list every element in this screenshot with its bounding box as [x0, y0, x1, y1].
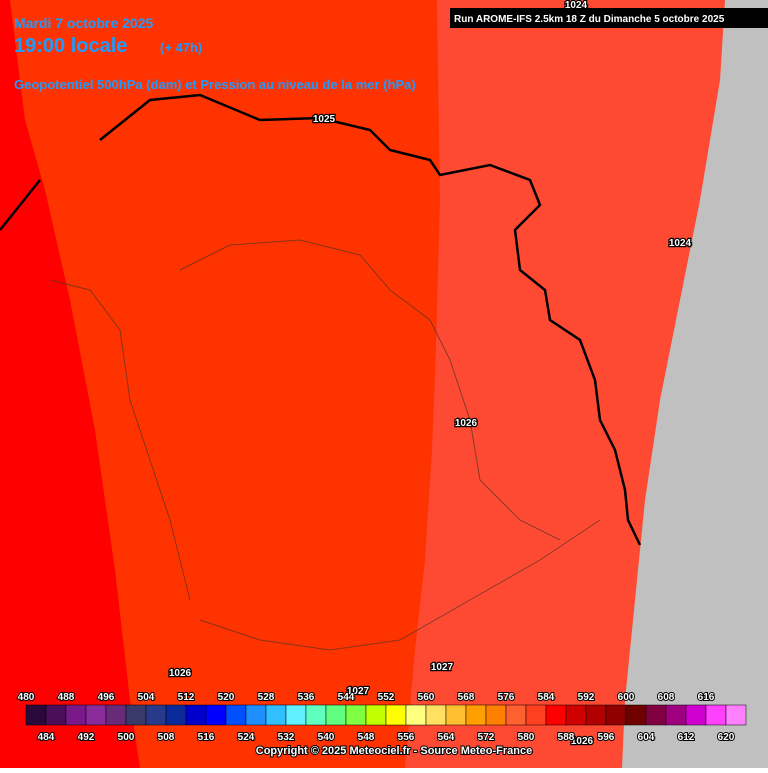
- legend-label: 548: [358, 732, 375, 743]
- legend-label: 588: [558, 732, 575, 743]
- legend-label: 600: [618, 692, 635, 703]
- legend-label: 616: [698, 692, 715, 703]
- legend-swatch: [525, 704, 547, 726]
- isobar-label: 1026: [169, 668, 192, 679]
- legend-swatch: [565, 704, 587, 726]
- legend-swatch: [45, 704, 67, 726]
- legend-swatch: [585, 704, 607, 726]
- legend-label: 496: [98, 692, 115, 703]
- legend-label: 484: [38, 732, 55, 743]
- isobar-label: 1027: [347, 686, 370, 697]
- legend-label: 516: [198, 732, 215, 743]
- legend-swatch: [325, 704, 347, 726]
- legend-swatch: [285, 704, 307, 726]
- isobar-label: 1024: [565, 0, 588, 11]
- legend-label: 560: [418, 692, 435, 703]
- isobar-label: 1026: [455, 418, 478, 429]
- isobar-label: 1026: [571, 736, 594, 747]
- legend-swatch: [165, 704, 187, 726]
- legend-swatch: [605, 704, 627, 726]
- legend-swatch: [645, 704, 667, 726]
- legend-swatch: [505, 704, 527, 726]
- legend-label: 608: [658, 692, 675, 703]
- legend-swatch: [185, 704, 207, 726]
- legend-label: 504: [138, 692, 155, 703]
- region-lines: [49, 239, 601, 651]
- legend-swatch: [105, 704, 127, 726]
- legend-label: 532: [278, 732, 295, 743]
- legend-swatch: [425, 704, 447, 726]
- legend-swatch: [465, 704, 487, 726]
- legend-label: 500: [118, 732, 135, 743]
- legend-label: 528: [258, 692, 275, 703]
- legend-label: 492: [78, 732, 95, 743]
- legend-swatch: [445, 704, 467, 726]
- lead-time: (+ 47h): [160, 40, 202, 55]
- legend-label: 604: [638, 732, 655, 743]
- legend-label: 584: [538, 692, 555, 703]
- legend-swatch: [345, 704, 367, 726]
- legend-swatch: [85, 704, 107, 726]
- legend-label: 512: [178, 692, 195, 703]
- isobar-label: 1027: [431, 662, 454, 673]
- legend-swatch: [65, 704, 87, 726]
- legend-label: 576: [498, 692, 515, 703]
- legend-label: 488: [58, 692, 75, 703]
- legend-label: 564: [438, 732, 455, 743]
- border: [0, 93, 642, 546]
- date: Mardi 7 octobre 2025: [14, 15, 153, 31]
- legend-swatch: [225, 704, 247, 726]
- legend-label: 568: [458, 692, 475, 703]
- legend-swatch: [685, 704, 707, 726]
- legend-label: 572: [478, 732, 495, 743]
- legend-label: 508: [158, 732, 175, 743]
- legend-label: 620: [718, 732, 735, 743]
- field-left: [0, 0, 140, 768]
- legend-label: 480: [18, 692, 35, 703]
- legend-swatch: [665, 704, 687, 726]
- legend-swatch: [365, 704, 387, 726]
- legend-swatch: [625, 704, 647, 726]
- run-info: Run AROME-IFS 2.5km 18 Z du Dimanche 5 o…: [454, 14, 725, 25]
- field-right: [405, 0, 725, 768]
- legend-label: 540: [318, 732, 335, 743]
- legend-label: 612: [678, 732, 695, 743]
- sea: [622, 0, 768, 768]
- legend-label: 552: [378, 692, 395, 703]
- legend-label: 596: [598, 732, 615, 743]
- run-box: [450, 8, 768, 28]
- legend-label: 592: [578, 692, 595, 703]
- legend-swatch: [205, 704, 227, 726]
- legend-swatch: [25, 704, 47, 726]
- legend-swatch: [405, 704, 427, 726]
- legend-label: 580: [518, 732, 535, 743]
- legend-swatch: [725, 704, 747, 726]
- legend-swatch: [145, 704, 167, 726]
- legend-swatch: [705, 704, 727, 726]
- time: 19:00 locale: [14, 35, 127, 57]
- legend-swatch: [305, 704, 327, 726]
- isobar-label: 1025: [313, 114, 336, 125]
- legend-label: 536: [298, 692, 315, 703]
- legend-swatch: [385, 704, 407, 726]
- copyright: Copyright © 2025 Meteociel.fr - Source M…: [256, 745, 532, 757]
- legend-swatch: [245, 704, 267, 726]
- legend-swatch: [265, 704, 287, 726]
- legend-swatch: [485, 704, 507, 726]
- subtitle: Geopotentiel 500hPa (dam) et Pression au…: [14, 77, 416, 92]
- legend-label: 556: [398, 732, 415, 743]
- isobar-label: 1024: [669, 238, 692, 249]
- legend-swatch: [125, 704, 147, 726]
- legend-label: 544: [338, 692, 355, 703]
- legend-label: 524: [238, 732, 255, 743]
- legend-label: 520: [218, 692, 235, 703]
- legend-swatch: [545, 704, 567, 726]
